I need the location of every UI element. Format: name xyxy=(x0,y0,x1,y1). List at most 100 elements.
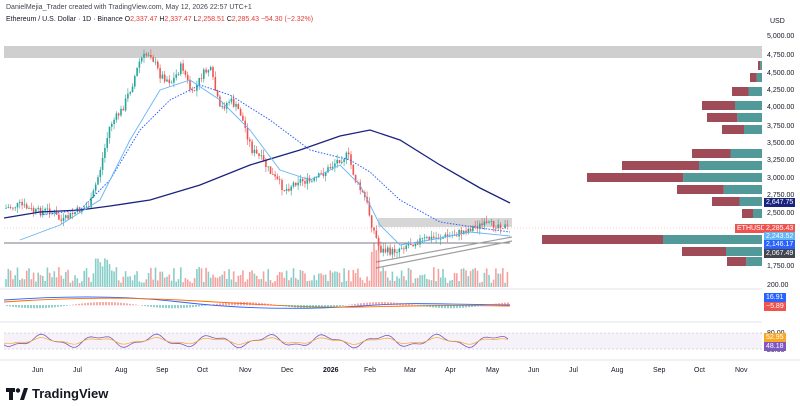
candle xyxy=(226,102,228,109)
volume-bar xyxy=(111,270,113,287)
candle xyxy=(396,252,398,253)
macd-histogram-bar xyxy=(309,305,311,309)
candle xyxy=(92,190,95,198)
macd-histogram-bar xyxy=(387,302,389,306)
price-axis-tick: 4,250.00 xyxy=(767,87,794,94)
macd-histogram-bar xyxy=(126,303,128,306)
candle xyxy=(115,113,118,120)
macd-histogram-bar xyxy=(234,302,236,306)
candle xyxy=(228,101,230,103)
macd-histogram-bar xyxy=(372,302,374,306)
macd-histogram-bar xyxy=(168,305,170,309)
candle xyxy=(67,215,69,219)
candle xyxy=(196,84,198,91)
candle xyxy=(205,69,207,73)
volume-bar xyxy=(101,266,104,287)
macd-histogram-bar xyxy=(255,302,257,306)
volume-bar xyxy=(88,277,90,287)
candle xyxy=(101,157,104,170)
volume-bar xyxy=(269,280,272,287)
macd-histogram-bar xyxy=(438,305,440,308)
macd-histogram-bar xyxy=(339,305,341,307)
candle xyxy=(389,247,391,255)
macd-histogram-bar xyxy=(78,303,80,306)
volume-bar xyxy=(373,242,375,287)
macd-histogram-bar xyxy=(375,302,377,306)
macd-histogram-bar xyxy=(330,305,332,308)
volume-profile-down xyxy=(758,61,761,70)
time-axis-label: Jul xyxy=(73,367,82,374)
volume-bar xyxy=(387,277,389,287)
volume-bar xyxy=(469,270,472,287)
volume-bar xyxy=(361,280,364,287)
macd-histogram-bar xyxy=(327,305,329,308)
volume-bar xyxy=(479,282,481,287)
candle xyxy=(232,98,235,107)
macd-histogram-bar xyxy=(435,305,437,308)
volume-bar xyxy=(389,280,391,287)
macd-histogram-bar xyxy=(318,305,320,309)
volume-bar xyxy=(182,282,184,287)
volume-bar xyxy=(83,270,85,287)
candle xyxy=(380,245,382,253)
macd-histogram-bar xyxy=(198,305,200,307)
volume-bar xyxy=(472,269,474,287)
volume-bar xyxy=(249,271,251,287)
volume-profile-up xyxy=(730,149,762,158)
low-value: 2,258.51 xyxy=(197,16,225,23)
volume-bar xyxy=(308,280,311,287)
macd-value-tag: 16.91 xyxy=(764,293,786,302)
volume-bar xyxy=(311,280,313,287)
macd-histogram-bar xyxy=(54,305,56,308)
candle xyxy=(499,224,502,229)
volume-bar xyxy=(44,280,46,287)
macd-histogram-bar xyxy=(258,302,260,306)
volume-bar xyxy=(281,272,283,287)
volume-profile-down xyxy=(677,185,724,194)
price-axis-tick: 4,000.00 xyxy=(767,104,794,111)
volume-bar xyxy=(435,281,437,287)
candle xyxy=(212,67,214,78)
macd-histogram-bar xyxy=(9,305,11,307)
candle xyxy=(46,208,49,210)
volume-bar xyxy=(442,269,444,287)
volume-profile-up xyxy=(748,87,762,96)
macd-histogram-bar xyxy=(144,305,146,307)
macd-histogram-bar xyxy=(507,302,509,306)
volume-bar xyxy=(21,278,23,287)
macd-histogram-bar xyxy=(192,305,194,308)
macd-histogram-bar xyxy=(450,305,452,309)
macd-histogram-bar xyxy=(366,302,368,306)
candle xyxy=(361,189,364,193)
volume-bar xyxy=(485,268,488,287)
volume-bar xyxy=(315,280,318,287)
tradingview-logo[interactable]: TradingView xyxy=(6,386,108,401)
volume-bar xyxy=(341,282,343,287)
candle xyxy=(246,127,249,140)
volume-bar xyxy=(69,282,72,287)
time-axis-label: Apr xyxy=(445,367,457,374)
volume-bar xyxy=(152,279,154,287)
macd-histogram-bar xyxy=(249,302,251,306)
candle xyxy=(223,106,226,109)
volume-bar xyxy=(23,279,26,287)
price-axis-tick: 5,000.00 xyxy=(767,33,794,40)
volume-bar xyxy=(458,281,460,287)
candle xyxy=(430,236,433,240)
change-value: −54.30 (−2.32%) xyxy=(260,16,314,23)
volume-bar xyxy=(25,270,28,287)
candle xyxy=(446,234,449,237)
macd-histogram-bar xyxy=(75,304,77,306)
candle xyxy=(423,237,426,239)
macd-histogram-bar xyxy=(45,305,47,308)
macd-histogram-bar xyxy=(24,305,26,308)
volume-bar xyxy=(329,270,332,287)
candle xyxy=(301,179,304,182)
volume-bar xyxy=(134,274,136,287)
candle xyxy=(44,208,46,211)
volume-bar xyxy=(60,275,62,287)
volume-bar xyxy=(368,280,371,287)
price-axis-tick: 4,500.00 xyxy=(767,70,794,77)
volume-profile-down xyxy=(707,113,738,122)
